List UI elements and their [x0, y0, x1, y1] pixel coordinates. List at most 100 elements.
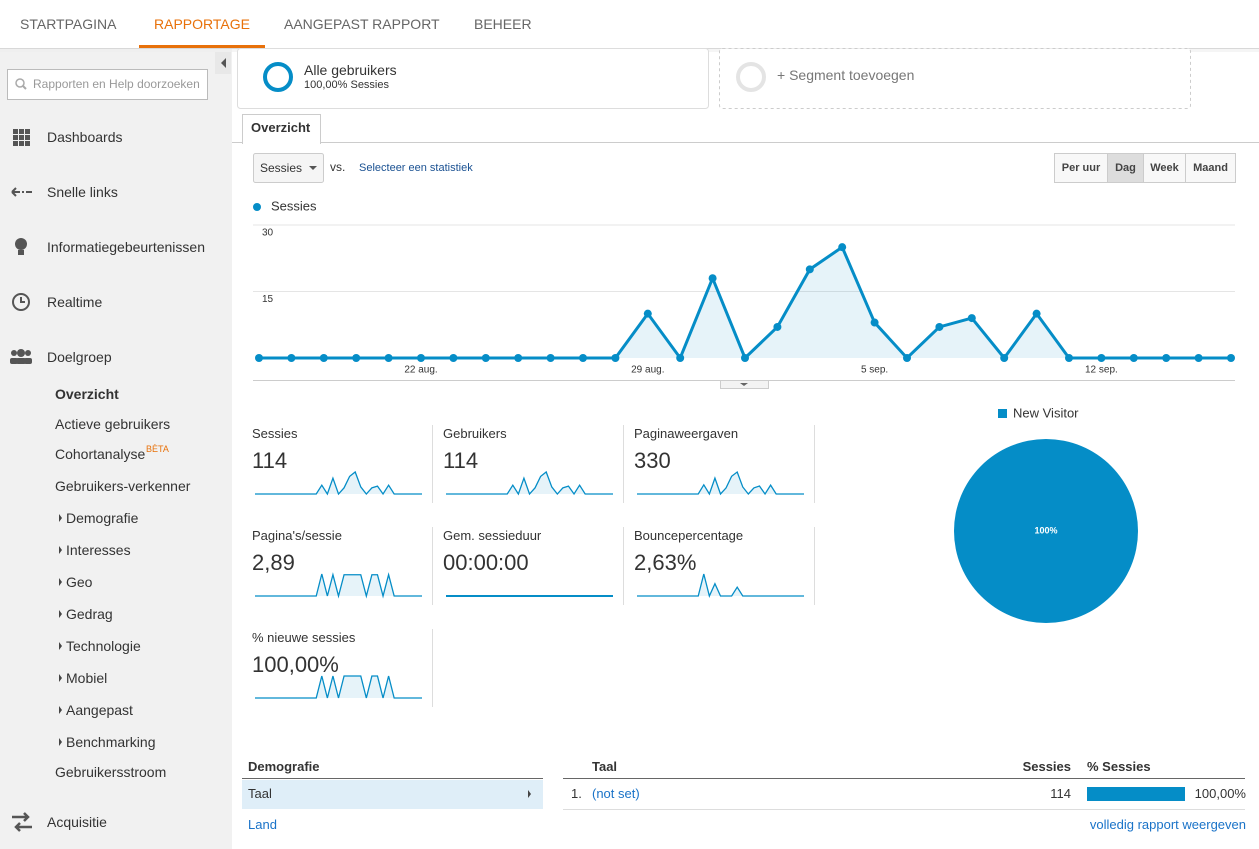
- nav-tab[interactable]: RAPPORTAGE: [154, 16, 250, 32]
- sidebar-subitem[interactable]: Gebruikersstroom: [55, 764, 167, 780]
- sparkline-area: [637, 574, 804, 596]
- metric-value: 2,89: [252, 550, 295, 575]
- period-label: Dag: [1115, 162, 1136, 174]
- metric-value: 100,00%: [252, 652, 339, 677]
- point: [319, 354, 328, 362]
- y-tick-label: 15: [262, 294, 274, 305]
- tab-label[interactable]: Overzicht: [251, 120, 311, 135]
- sidebar-item[interactable]: Snelle links: [47, 184, 118, 200]
- period-button[interactable]: [1107, 153, 1144, 183]
- point: [384, 354, 393, 362]
- full-report-link[interactable]: volledig rapport weergeven: [1089, 817, 1246, 832]
- icon: [16, 358, 26, 364]
- sidebar-item[interactable]: Informatiegebeurtenissen: [47, 239, 205, 255]
- search-box[interactable]: [7, 69, 208, 100]
- sidebar-subitem[interactable]: Gebruikers-verkenner: [55, 478, 191, 494]
- point: [417, 354, 425, 362]
- period-button[interactable]: [1185, 153, 1236, 183]
- legend-marker: [253, 203, 261, 211]
- nav-tab[interactable]: AANGEPAST RAPPORT: [284, 16, 440, 32]
- x-tick-label: 5 sep.: [861, 365, 888, 376]
- metric-label: Paginaweergaven: [634, 426, 739, 441]
- period-label: Maand: [1193, 162, 1228, 174]
- sidebar-item[interactable]: Realtime: [47, 294, 103, 310]
- sidebar-bg: [0, 48, 232, 849]
- sparkline-area: [255, 676, 422, 698]
- point: [903, 354, 911, 362]
- legend-marker: [998, 409, 1007, 418]
- sidebar-subitem[interactable]: Gedrag: [66, 606, 113, 622]
- point: [1227, 354, 1235, 362]
- metric-label: Gebruikers: [443, 426, 507, 441]
- column-header: Sessies: [1022, 759, 1071, 774]
- metric-select[interactable]: Sessies: [260, 161, 303, 175]
- row-arrow: [528, 790, 531, 798]
- sparkline: [255, 675, 422, 699]
- sidebar-subitem[interactable]: Mobiel: [66, 670, 108, 686]
- top-nav: [0, 0, 1259, 48]
- nav-tab[interactable]: BEHEER: [474, 16, 532, 32]
- segment-name[interactable]: Alle gebruikers: [304, 62, 397, 78]
- point: [1032, 309, 1041, 318]
- point: [967, 314, 976, 323]
- icon: [11, 187, 32, 197]
- point: [1000, 354, 1009, 362]
- expand-arrow: [59, 642, 62, 650]
- sidebar-item[interactable]: Dashboards: [47, 129, 123, 145]
- beta-badge: BÈTA: [146, 444, 169, 454]
- sidebar-subitem[interactable]: Actieve gebruikers: [55, 416, 171, 432]
- segment-donut: [263, 62, 293, 92]
- sidebar-subitem[interactable]: Cohortanalyse: [55, 446, 146, 462]
- tab[interactable]: [242, 114, 321, 144]
- row-name[interactable]: (not set): [592, 786, 640, 801]
- sidebar-subitem[interactable]: Geo: [66, 574, 93, 590]
- point: [546, 354, 555, 362]
- point: [1194, 354, 1203, 362]
- point: [1065, 354, 1073, 362]
- dimension-item[interactable]: Land: [248, 817, 277, 832]
- icon: [10, 358, 18, 364]
- active-row[interactable]: [242, 780, 543, 809]
- dropdown-arrow: [309, 166, 317, 170]
- add-segment-box[interactable]: [719, 48, 1191, 109]
- point: [643, 309, 652, 318]
- sparkline: [637, 470, 804, 496]
- add-segment[interactable]: + Segment toevoegen: [777, 67, 915, 83]
- sidebar-subitem[interactable]: Demografie: [66, 510, 139, 526]
- sparkline: [446, 470, 613, 496]
- search-icon: [22, 85, 27, 90]
- row-pct: 100,00%: [1194, 786, 1246, 801]
- dimension-item[interactable]: Taal: [248, 786, 272, 801]
- metric-label: Gem. sessieduur: [443, 528, 542, 543]
- sparkline-area: [637, 472, 804, 494]
- metric-dropdown[interactable]: [253, 153, 324, 183]
- icon: [20, 297, 25, 303]
- point: [935, 322, 944, 331]
- sidebar-item[interactable]: Acquisitie: [47, 814, 107, 830]
- segment-box[interactable]: [237, 48, 709, 109]
- point: [805, 265, 814, 274]
- sidebar-item[interactable]: Doelgroep: [47, 349, 112, 365]
- nav-active-underline: [139, 45, 265, 48]
- select-metric-link[interactable]: Selecteer een statistiek: [359, 162, 473, 174]
- pie-slice: [954, 439, 1138, 623]
- sidebar-subitem[interactable]: Overzicht: [55, 386, 119, 402]
- icon: [19, 135, 24, 140]
- expand-arrow: [59, 578, 62, 586]
- expand-arrow: [59, 706, 62, 714]
- period-button[interactable]: [1054, 153, 1108, 183]
- sidebar-subitem[interactable]: Technologie: [66, 638, 141, 654]
- sidebar-subitem[interactable]: Benchmarking: [66, 734, 156, 750]
- metric-label: Sessies: [252, 426, 298, 441]
- expand-arrow: [59, 738, 62, 746]
- metric-value: 114: [252, 448, 288, 473]
- legend-label: New Visitor: [1013, 405, 1079, 420]
- icon: [19, 129, 24, 134]
- sidebar-subitem[interactable]: Aangepast: [66, 702, 133, 718]
- sidebar-subitem[interactable]: Interesses: [66, 542, 131, 558]
- icon: [12, 812, 32, 832]
- sparkline-area: [255, 574, 422, 596]
- icon: [17, 349, 25, 357]
- nav-tab[interactable]: STARTPAGINA: [20, 16, 117, 32]
